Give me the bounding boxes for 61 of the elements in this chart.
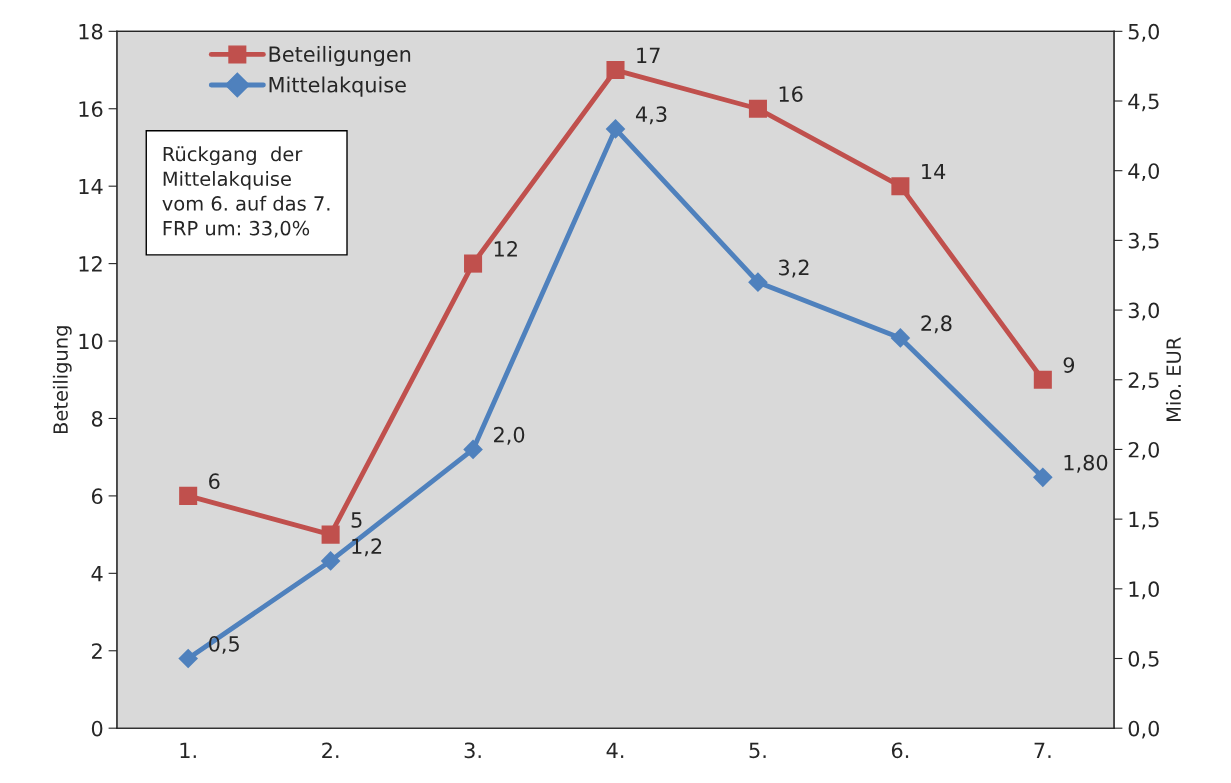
y-tick-label: 18: [79, 23, 103, 40]
data-label: 4,3: [635, 106, 667, 125]
point: [890, 328, 911, 348]
y2-tick-label: 0,0: [1128, 720, 1159, 739]
x-tick-label: 6.: [891, 742, 909, 759]
point: [463, 439, 483, 460]
data-label: 0,5: [208, 635, 239, 654]
data-label: 12: [494, 241, 517, 257]
x-tick-label: 2.: [322, 742, 339, 758]
y2-tick-label: 3,5: [1128, 232, 1159, 251]
data-label: 14: [922, 163, 946, 180]
y2-tick-label: 2,0: [1128, 441, 1159, 460]
y2-tick-label: 4,0: [1128, 163, 1159, 182]
y-tick-label: 0: [91, 720, 103, 737]
data-label: 3,2: [778, 259, 809, 278]
y2-axis-title: Mio. EUR: [1165, 337, 1181, 421]
point: [178, 648, 198, 669]
y-tick-label: 12: [79, 256, 102, 272]
y-tick-label: 4: [91, 566, 103, 582]
point: [179, 486, 198, 505]
y-tick-label: 14: [79, 178, 103, 195]
point: [320, 551, 341, 571]
data-label: 2,0: [494, 426, 525, 445]
point: [891, 177, 910, 196]
point: [605, 119, 626, 139]
x-tick-label: 4.: [606, 742, 624, 758]
x-tick-label: 5.: [749, 742, 766, 759]
data-label: 1,80: [1064, 454, 1108, 473]
y2-tick-label: 0,5: [1128, 650, 1159, 669]
data-label: 5: [351, 512, 362, 528]
point: [1033, 467, 1053, 488]
y2-tick-label: 1,5: [1129, 511, 1159, 530]
x-tick-label: 3.: [464, 742, 481, 759]
annotation: Rückgang der Mittelakquise vom 6. auf das 7. FRP um: 33,0%: [162, 146, 330, 238]
x-tick-label: 1.: [180, 742, 196, 758]
data-label: 9: [1063, 357, 1075, 373]
data-label: 2,8: [921, 315, 952, 334]
data-label: 16: [779, 86, 803, 102]
y-axis-title: Beteiligung: [52, 326, 72, 434]
y-tick-label: 10: [79, 333, 103, 350]
point: [464, 254, 483, 273]
point: [748, 272, 768, 293]
legend-label: Beteiligungen: [269, 45, 411, 67]
x-tick-label: 7.: [1034, 742, 1051, 758]
y-tick-label: 8: [91, 410, 103, 427]
y-tick-label: 16: [79, 101, 103, 117]
y-tick-label: 2: [92, 643, 102, 659]
y2-tick-label: 4,5: [1128, 93, 1159, 112]
point: [606, 61, 625, 80]
point: [321, 525, 340, 544]
point: [1033, 370, 1052, 389]
data-label: 6: [209, 473, 220, 490]
legend-label: Mittelakquise: [269, 76, 406, 97]
point: [748, 99, 767, 118]
y-tick-label: 6: [91, 488, 103, 505]
y2-tick-label: 5,0: [1128, 23, 1159, 42]
y2-tick-label: 1,0: [1129, 581, 1159, 600]
data-label: 17: [637, 47, 660, 63]
data-label: 1,2: [352, 538, 382, 557]
y2-tick-label: 3,0: [1128, 302, 1159, 321]
y2-tick-label: 2,5: [1128, 372, 1159, 391]
